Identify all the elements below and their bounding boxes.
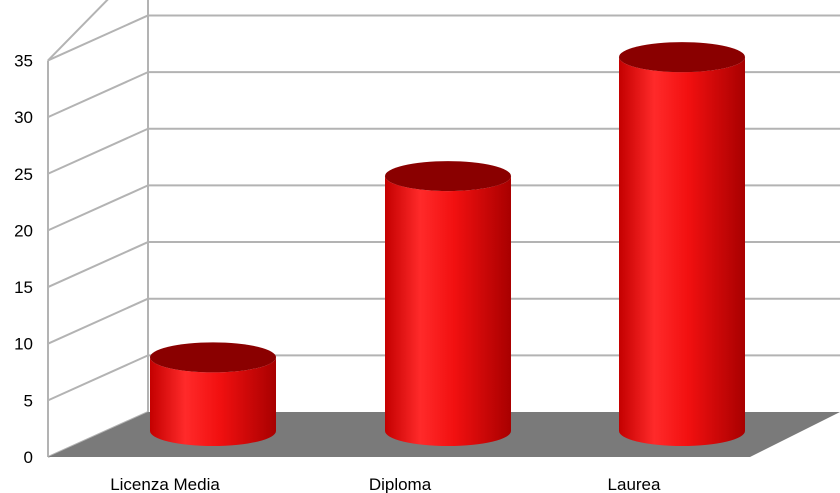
y-tick-label: 5 (24, 391, 33, 410)
x-category-label: Laurea (608, 475, 661, 493)
x-category-label: Licenza Media (110, 475, 220, 493)
side-gridline-5 (47, 354, 149, 402)
side-gridline-15 (47, 241, 149, 288)
bar-body (150, 357, 276, 446)
bar-1 (150, 342, 276, 446)
y-tick-label: 15 (14, 278, 33, 297)
side-gridline-20 (47, 184, 149, 232)
side-gridline-35 (47, 14, 149, 62)
bar-top (385, 161, 511, 192)
side-gridline-30 (47, 71, 149, 119)
side-gridline-10 (47, 297, 149, 345)
bar-3 (619, 42, 745, 447)
bar-body (619, 57, 745, 447)
bar-2 (385, 161, 511, 446)
bar-top (150, 342, 276, 373)
y-tick-label: 25 (14, 165, 33, 184)
y-tick-label: 10 (14, 335, 33, 354)
side-wall-top-edge (47, 0, 109, 62)
y-tick-label: 20 (14, 221, 33, 240)
bars (150, 42, 745, 447)
bar-top (619, 42, 745, 73)
y-axis-ticks: 0 5 10 15 20 25 30 35 (14, 51, 33, 467)
y-tick-label: 35 (14, 51, 33, 70)
y-tick-label: 30 (14, 108, 33, 127)
side-gridline-25 (47, 127, 149, 175)
x-axis-labels: Licenza Media Diploma Laurea (110, 475, 661, 493)
y-tick-label: 0 (24, 448, 33, 467)
bar-body (385, 176, 511, 446)
x-category-label: Diploma (369, 475, 432, 493)
